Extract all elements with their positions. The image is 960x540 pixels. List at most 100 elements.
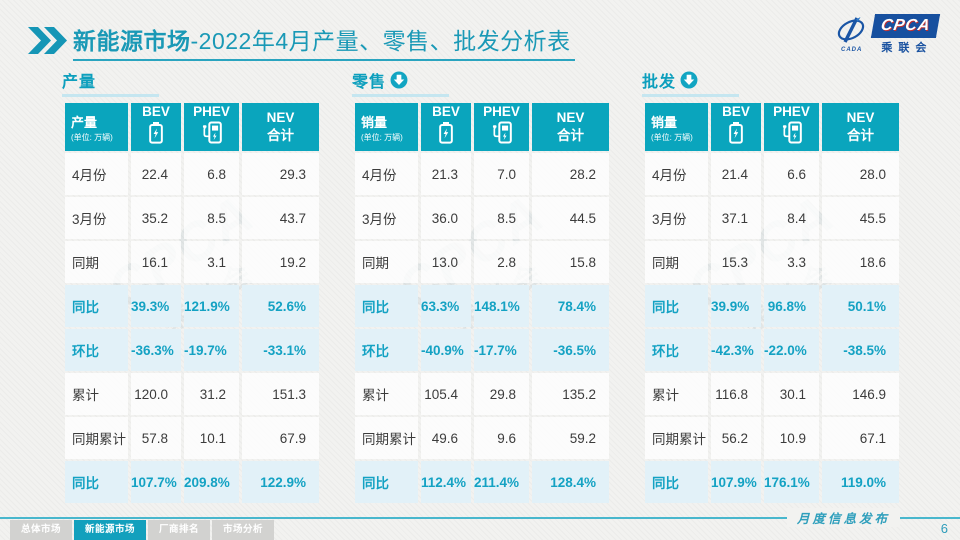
cell-value: -36.5% [532,329,609,371]
section-title: 零售 [352,74,387,91]
cell-value: 78.4% [532,285,609,327]
data-table: 销量 (单位: 万辆) BEV PHEV [352,101,612,505]
cell-value: 35.2 [131,197,181,239]
nav-tab[interactable]: 市场分析 [212,520,274,540]
cell-value: 15.8 [532,241,609,283]
nav-tab[interactable]: 总体市场 [10,520,72,540]
cell-value: 50.1% [822,285,899,327]
cell-value: 43.7 [242,197,319,239]
cell-value: 120.0 [131,373,181,415]
cell-value: -42.3% [711,329,761,371]
down-arrow-icon [390,71,408,89]
cell-value: 29.8 [474,373,529,415]
battery-icon [439,121,453,144]
cell-value: -40.9% [421,329,471,371]
cell-value: 121.9% [184,285,239,327]
table-row: 累计 105.4 29.8 135.2 [355,373,609,415]
table-row: 环比 -42.3% -22.0% -38.5% [645,329,899,371]
bev-label: BEV [722,104,750,120]
battery-icon [729,121,743,144]
row-label: 环比 [355,329,418,371]
row-label: 环比 [645,329,708,371]
nav-tab[interactable]: 厂商排名 [148,520,210,540]
battery-icon [149,121,163,144]
cell-value: 6.6 [764,153,819,195]
cell-value: 67.9 [242,417,319,459]
section-header: 批发 [642,68,739,97]
table-header-row: 销量 (单位: 万辆) BEV PHEV [645,103,899,151]
section-title: 批发 [642,74,677,91]
cell-value: 116.8 [711,373,761,415]
cell-value: 31.2 [184,373,239,415]
row-label: 同比 [65,461,128,503]
cell-value: 96.8% [764,285,819,327]
data-table: 产量 (单位: 万辆) BEV PHEV [62,101,322,505]
cell-value: 22.4 [131,153,181,195]
cell-value: 176.1% [764,461,819,503]
cell-value: 45.5 [822,197,899,239]
cell-value: 8.4 [764,197,819,239]
page-title-rest: -2022年4月产量、零售、批发分析表 [190,28,571,54]
table-block: 批发 CPCA 乘联会 销量 (单位: 万辆) BEV [642,68,902,505]
table-row: 环比 -36.3% -19.7% -33.1% [65,329,319,371]
cell-value: 19.2 [242,241,319,283]
table-block: 产量 CPCA 乘联会 产量 (单位: 万辆) BEV [62,68,322,505]
cell-value: -22.0% [764,329,819,371]
cell-value: 44.5 [532,197,609,239]
table-row: 同比 107.7% 209.8% 122.9% [65,461,319,503]
table-block: 零售 CPCA 乘联会 销量 (单位: 万辆) BEV [352,68,612,505]
nev-label-line2: 合计 [267,128,294,143]
table-row: 同比 39.9% 96.8% 50.1% [645,285,899,327]
cell-value: -38.5% [822,329,899,371]
table-row: 同期累计 56.2 10.9 67.1 [645,417,899,459]
cell-value: 16.1 [131,241,181,283]
bev-header-cell: BEV [711,103,761,151]
table-row: 环比 -40.9% -17.7% -36.5% [355,329,609,371]
row-label: 4月份 [355,153,418,195]
table-row: 3月份 37.1 8.4 45.5 [645,197,899,239]
bev-header-cell: BEV [421,103,471,151]
row-label: 4月份 [65,153,128,195]
bev-label: BEV [432,104,460,120]
charging-station-icon [202,121,222,144]
cpca-subtitle: 乘联会 [881,42,933,54]
nav-tab[interactable]: 新能源市场 [74,520,146,540]
page-title-bold: 新能源市场 [73,28,191,54]
cell-value: -17.7% [474,329,529,371]
row-label: 同比 [355,461,418,503]
table-row: 同期累计 49.6 9.6 59.2 [355,417,609,459]
data-table: 销量 (单位: 万辆) BEV PHEV [642,101,902,505]
row-label: 3月份 [645,197,708,239]
row-label: 同比 [645,461,708,503]
cell-value: -19.7% [184,329,239,371]
cell-value: 128.4% [532,461,609,503]
measure-label: 销量 [361,114,388,130]
section-header: 产量 [62,68,159,97]
cell-value: 39.3% [131,285,181,327]
cell-value: 148.1% [474,285,529,327]
table-header-row: 销量 (单位: 万辆) BEV PHEV [355,103,609,151]
cell-value: 10.9 [764,417,819,459]
cell-value: 21.4 [711,153,761,195]
row-label: 同比 [355,285,418,327]
cell-value: 135.2 [532,373,609,415]
tables-row: 产量 CPCA 乘联会 产量 (单位: 万辆) BEV [62,68,902,505]
table-header-row: 产量 (单位: 万辆) BEV PHEV [65,103,319,151]
cell-value: 36.0 [421,197,471,239]
phev-header-cell: PHEV [474,103,529,151]
row-label: 环比 [65,329,128,371]
cell-value: 63.3% [421,285,471,327]
cell-value: -36.3% [131,329,181,371]
unit-label: (单位: 万辆) [71,132,113,142]
table-row: 4月份 21.4 6.6 28.0 [645,153,899,195]
row-label: 累计 [645,373,708,415]
section-header: 零售 [352,68,449,97]
cell-value: 13.0 [421,241,471,283]
measure-label: 产量 [71,114,98,130]
row-label: 同期累计 [645,417,708,459]
cell-value: 8.5 [184,197,239,239]
row-label: 4月份 [645,153,708,195]
table-body: 4月份 21.3 7.0 28.2 3月份 36.0 8.5 44.5 同期 13.0 2.8 15.… [355,153,609,503]
publication-label: 月度信息发布 [786,508,900,527]
